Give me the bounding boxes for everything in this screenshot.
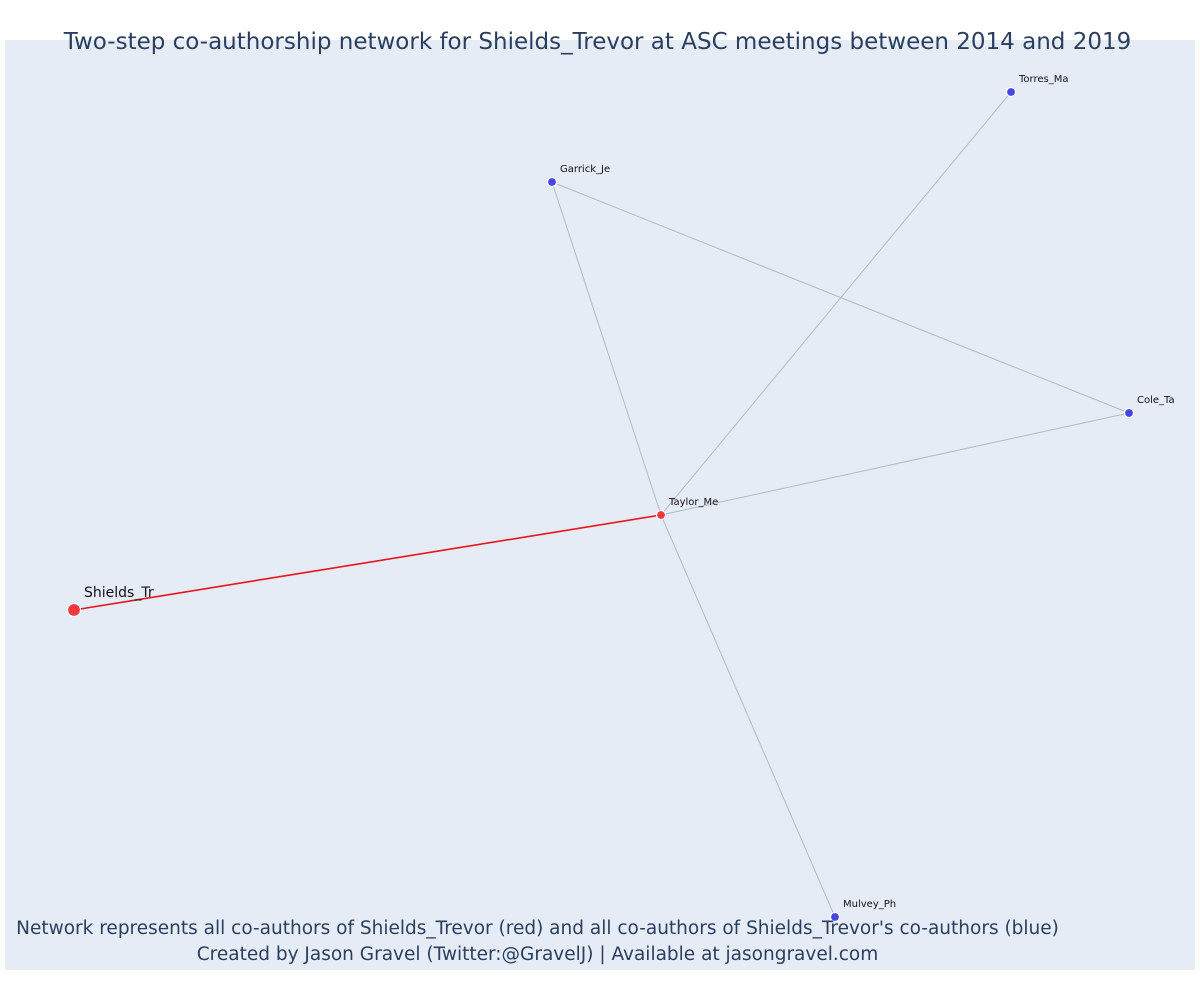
edge-Shields_Tr-Taylor_Me bbox=[73, 514, 662, 611]
node-Mulvey_Ph[interactable] bbox=[829, 911, 841, 923]
node-label-Torres_Ma: Torres_Ma bbox=[1018, 74, 1068, 85]
edge-Taylor_Me-Torres_Ma bbox=[660, 91, 1012, 516]
labels-layer: Shields_Tr Taylor_Me Garrick_Je Torres_Ma Co… bbox=[84, 74, 1175, 910]
plot-background bbox=[5, 40, 1195, 970]
edge-Taylor_Me-Cole_Ta bbox=[660, 412, 1130, 516]
node-Garrick_Je[interactable] bbox=[546, 176, 558, 188]
node-Shields_Tr[interactable] bbox=[66, 602, 82, 618]
edge-Garrick_Je-Cole_Ta bbox=[551, 181, 1130, 414]
edge-Taylor_Me-Mulvey_Ph bbox=[660, 514, 836, 918]
node-label-Mulvey_Ph: Mulvey_Ph bbox=[843, 899, 896, 910]
node-Taylor_Me[interactable] bbox=[655, 509, 667, 521]
node-label-Shields_Tr: Shields_Tr bbox=[84, 585, 154, 601]
edge-Taylor_Me-Garrick_Je bbox=[551, 181, 662, 516]
node-Torres_Ma[interactable] bbox=[1005, 86, 1017, 98]
node-Cole_Ta[interactable] bbox=[1123, 407, 1135, 419]
caption-line-2: Created by Jason Gravel (Twitter:@Gravel… bbox=[196, 944, 879, 965]
node-label-Cole_Ta: Cole_Ta bbox=[1137, 395, 1175, 406]
nodes-layer bbox=[66, 86, 1135, 923]
node-label-Taylor_Me: Taylor_Me bbox=[668, 497, 718, 508]
chart-title: Two-step co-authorship network for Shiel… bbox=[63, 29, 1132, 55]
edges-layer bbox=[73, 91, 1130, 918]
node-label-Garrick_Je: Garrick_Je bbox=[560, 164, 610, 175]
caption-line-1: Network represents all co-authors of Shi… bbox=[16, 918, 1059, 939]
